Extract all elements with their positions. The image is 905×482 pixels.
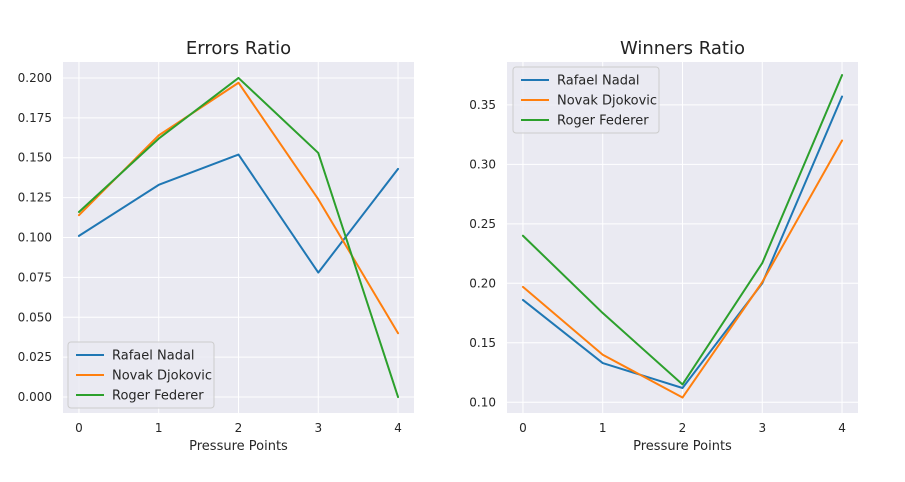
y-tick-label: 0.30 xyxy=(469,157,496,171)
legend-box xyxy=(512,66,660,134)
y-tick-label: 0.175 xyxy=(18,111,52,125)
chart-panel-2: 0 1 2 3 4 0.10 0.15 0.20 0.25 0.30 0.35 Winners Rat… xyxy=(469,38,858,454)
y-tick-label: 0.075 xyxy=(18,270,52,284)
chart-panel-1: 0 1 2 3 4 0.000 0.025 0.050 0.075 0.100 0.125 0.150… xyxy=(18,38,414,454)
y-tick-label: 0.100 xyxy=(18,231,52,245)
legend: Rafael Nadal Novak Djokovic Roger Federer xyxy=(67,341,215,409)
chart-title: Winners Ratio xyxy=(620,38,745,59)
y-tick-label: 0.200 xyxy=(18,71,52,85)
y-tick-label: 0.15 xyxy=(469,336,496,350)
y-tick-label: 0.20 xyxy=(469,276,496,290)
x-tick-label: 4 xyxy=(394,421,402,435)
x-axis-label: Pressure Points xyxy=(633,439,732,454)
x-axis-label: Pressure Points xyxy=(189,439,288,454)
series-line-rafael-nadal xyxy=(521,95,844,390)
legend-label: Novak Djokovic xyxy=(557,94,657,109)
y-tick-label: 0.10 xyxy=(469,395,496,409)
legend-label: Rafael Nadal xyxy=(557,74,640,89)
y-tick-label: 0.050 xyxy=(18,310,52,324)
x-tick-label: 1 xyxy=(599,421,607,435)
x-tick-label: 3 xyxy=(758,421,766,435)
legend-box xyxy=(67,341,215,409)
series-line-rafael-nadal xyxy=(77,153,400,274)
x-tick-label: 2 xyxy=(235,421,243,435)
series-line-novak-djokovic xyxy=(521,139,844,399)
y-tick-label: 0.150 xyxy=(18,151,52,165)
x-tick-label: 0 xyxy=(519,421,527,435)
series-line-roger-federer xyxy=(77,76,400,399)
x-tick-label: 0 xyxy=(75,421,83,435)
y-tick-label: 0.125 xyxy=(18,191,52,205)
legend: Rafael Nadal Novak Djokovic Roger Federer xyxy=(512,66,660,134)
x-tick-label: 4 xyxy=(838,421,846,435)
series-line-roger-federer xyxy=(521,74,844,386)
legend-label: Roger Federer xyxy=(557,114,649,129)
legend-label: Rafael Nadal xyxy=(112,349,195,364)
x-tick-label: 2 xyxy=(679,421,687,435)
y-tick-label: 0.25 xyxy=(469,217,496,231)
legend-label: Novak Djokovic xyxy=(112,369,212,384)
legend-label: Roger Federer xyxy=(112,389,204,404)
y-tick-label: 0.000 xyxy=(18,390,52,404)
y-tick-label: 0.35 xyxy=(469,98,496,112)
x-tick-label: 1 xyxy=(155,421,163,435)
chart-title: Errors Ratio xyxy=(186,38,291,59)
x-tick-label: 3 xyxy=(314,421,322,435)
y-tick-label: 0.025 xyxy=(18,350,52,364)
